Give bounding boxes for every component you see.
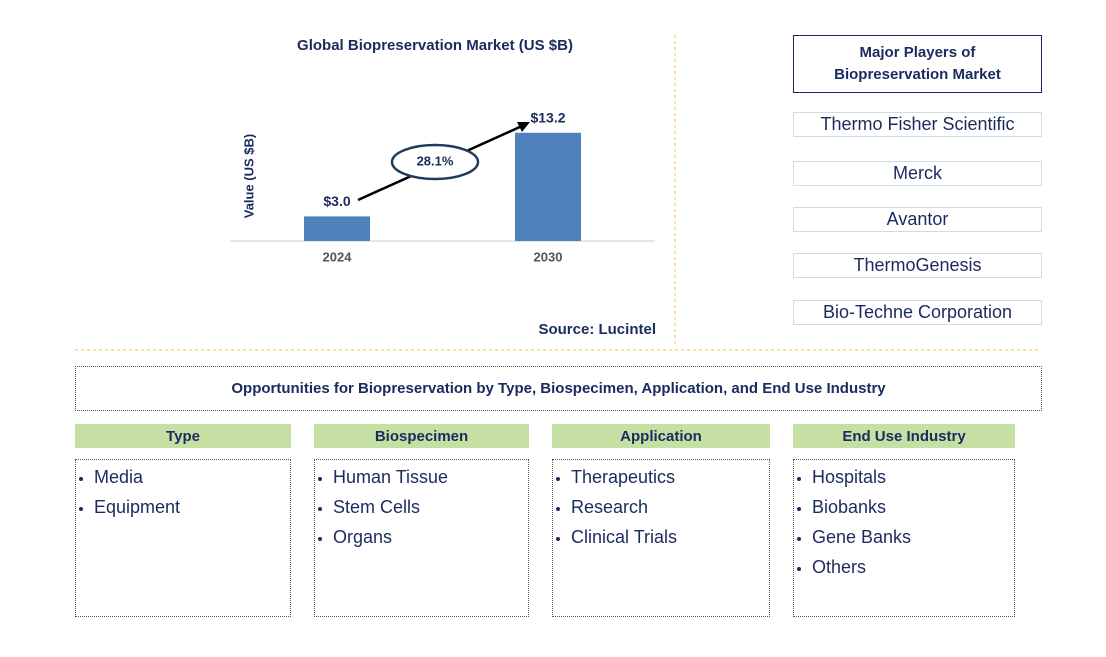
players-title: Major Players of Biopreservation Market	[793, 35, 1042, 93]
column-box: HospitalsBiobanksGene BanksOthers	[793, 459, 1015, 617]
x-tick-label: 2030	[534, 249, 563, 264]
player-item: ThermoGenesis	[793, 253, 1042, 278]
column-box: TherapeuticsResearchClinical Trials	[552, 459, 770, 617]
column-box: Human TissueStem CellsOrgans	[314, 459, 529, 617]
list-item: Stem Cells	[333, 492, 528, 522]
item-list: TherapeuticsResearchClinical Trials	[553, 460, 769, 552]
source: Source: Lucintel	[538, 321, 656, 338]
player-item: Thermo Fisher Scientific	[793, 112, 1042, 137]
chart: Global Biopreservation Market (US $B) Va…	[230, 35, 676, 345]
opportunities-title: Opportunities for Biopreservation by Typ…	[75, 366, 1042, 411]
column-heading: Type	[75, 424, 291, 448]
list-item: Human Tissue	[333, 462, 528, 492]
x-tick-label: 2024	[323, 249, 353, 264]
list-item: Clinical Trials	[571, 522, 769, 552]
player-item: Bio-Techne Corporation	[793, 300, 1042, 325]
list-item: Research	[571, 492, 769, 522]
player-item: Avantor	[793, 207, 1042, 232]
list-item: Therapeutics	[571, 462, 769, 492]
chart-title: Global Biopreservation Market (US $B)	[297, 37, 573, 54]
list-item: Equipment	[94, 492, 290, 522]
list-item: Others	[812, 552, 1014, 582]
bar	[515, 132, 581, 241]
growth-label: 28.1%	[417, 153, 454, 168]
y-axis-label: Value (US $B)	[241, 134, 256, 219]
column-heading: Biospecimen	[314, 424, 529, 448]
value-label: $13.2	[530, 109, 565, 125]
growth-ellipse	[390, 143, 480, 181]
column-heading: Application	[552, 424, 770, 448]
item-list: HospitalsBiobanksGene BanksOthers	[794, 460, 1014, 582]
item-list: Human TissueStem CellsOrgans	[315, 460, 528, 552]
list-item: Organs	[333, 522, 528, 552]
list-item: Biobanks	[812, 492, 1014, 522]
item-list: MediaEquipment	[76, 460, 290, 522]
arrow-head	[517, 122, 530, 132]
player-item: Merck	[793, 161, 1042, 186]
column-heading: End Use Industry	[793, 424, 1015, 448]
column-box: MediaEquipment	[75, 459, 291, 617]
value-label: $3.0	[323, 193, 350, 209]
list-item: Gene Banks	[812, 522, 1014, 552]
separator	[75, 349, 1041, 351]
list-item: Media	[94, 462, 290, 492]
bar	[304, 216, 370, 241]
list-item: Hospitals	[812, 462, 1014, 492]
